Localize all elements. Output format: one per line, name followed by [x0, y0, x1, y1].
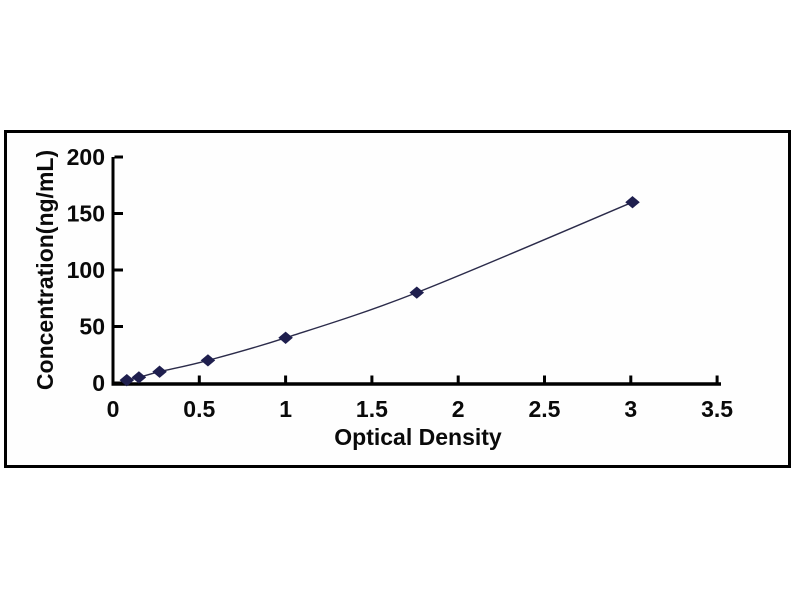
- y-tick-label: 200: [67, 144, 105, 170]
- data-point-diamond: [409, 286, 425, 299]
- y-tick-label: 100: [67, 257, 105, 283]
- x-tick-label: 0: [107, 396, 120, 422]
- x-tick-label: 2.5: [529, 396, 561, 422]
- data-point-diamond: [200, 354, 216, 367]
- chart-frame: 0 0.5 1 1.5 2 2.5 3 3.5 0 50 100 150 200 Optical Den…: [4, 130, 791, 468]
- tick-labels: 0 0.5 1 1.5 2 2.5 3 3.5 0 50 100 150 200: [67, 144, 734, 422]
- y-tick-label: 50: [79, 314, 105, 340]
- series-curve-line: [126, 201, 633, 381]
- x-tick-label: 2: [452, 396, 465, 422]
- x-tick-label: 0.5: [183, 396, 215, 422]
- data-point-diamond: [152, 365, 167, 378]
- tick-marks: [114, 155, 719, 385]
- x-tick-label: 1.5: [356, 396, 388, 422]
- axes: [111, 157, 721, 386]
- y-tick-label: 0: [92, 370, 105, 396]
- data-point-diamond: [625, 196, 640, 209]
- x-tick-label: 3.5: [701, 396, 733, 422]
- y-tick-label: 150: [67, 201, 105, 227]
- x-tick-label: 1: [279, 396, 292, 422]
- data-point-diamond: [119, 374, 135, 387]
- standard-curve-plot: 0 0.5 1 1.5 2 2.5 3 3.5 0 50 100 150 200 Optical Den…: [32, 144, 734, 450]
- series-standard-curve: [119, 196, 640, 387]
- y-axis-title: Concentration(ng/mL): [32, 150, 58, 390]
- data-point-diamond: [278, 331, 293, 344]
- x-tick-label: 3: [624, 396, 637, 422]
- x-axis-title: Optical Density: [334, 424, 502, 450]
- data-point-diamond: [131, 371, 147, 384]
